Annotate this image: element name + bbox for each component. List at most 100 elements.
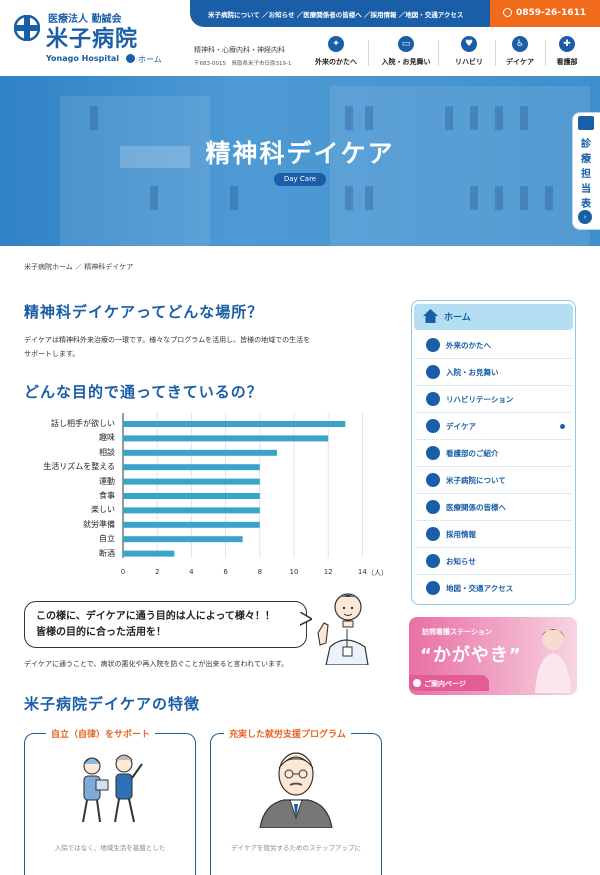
sidebar-item-outpatient[interactable]: 外来のかたへ: [416, 332, 571, 359]
site-header: 医療法人 勤誠会 米子病院 Yonago Hospital ホーム 米子病院につ…: [0, 0, 600, 76]
sidebar-item-label: 米子病院について: [446, 476, 506, 485]
feature-text: デイケアを就労するためのステップアップに: [231, 844, 361, 852]
nav-label: 看護部: [556, 58, 578, 66]
departments-text: 精神科・心療内科・神経内科: [194, 46, 285, 54]
chevron-right-icon: [413, 679, 421, 687]
sidebar-item-inpatient[interactable]: 入院・お見舞い: [416, 359, 571, 386]
nav-daycare[interactable]: ♿ デイケア: [492, 36, 548, 70]
sidebar-item-news[interactable]: お知らせ: [416, 548, 571, 575]
chart-category-label: 断酒: [99, 548, 115, 558]
nav-label: 外来のかたへ: [315, 58, 357, 66]
sidebar-item-label: お知らせ: [446, 557, 476, 566]
building-photo: [330, 86, 590, 246]
utility-links[interactable]: 米子病院について ／お知らせ ／医療関係者の皆様へ ／採用情報 ／地図・交通アク…: [208, 11, 464, 19]
banner-guide-button[interactable]: [409, 675, 489, 691]
sidebar-item-recruit[interactable]: 採用情報: [416, 521, 571, 548]
nav-inpatient[interactable]: ▭ 入院・お見舞い: [378, 36, 434, 70]
walking-seniors-illustration: [82, 754, 143, 823]
chart-tick-label: 14: [357, 568, 367, 576]
chart-bar: [123, 493, 260, 499]
chart-tick-label: 10: [289, 568, 299, 576]
utility-bar: [190, 0, 490, 27]
chart-tick-label: 6: [223, 568, 228, 576]
bubble-text-line1: この様に、デイケアに通う目的は人によって様々！！: [36, 611, 275, 622]
banner-title: “かがやき”: [420, 645, 522, 666]
window: [90, 106, 98, 130]
nav-divider: [368, 40, 369, 66]
logo-title[interactable]: 米子病院: [46, 27, 139, 52]
hospital-icon: [426, 473, 440, 487]
hands-heart-icon: ♥: [461, 36, 477, 52]
home-icon[interactable]: [126, 54, 135, 63]
sidebar-item-label: デイケア: [446, 422, 476, 431]
window: [345, 106, 353, 130]
page-subtitle-badge: Day Care: [274, 173, 326, 186]
sidebar-item-label: 地図・交通アクセス: [446, 584, 514, 593]
seated-person-icon: ♿: [512, 36, 528, 52]
chart-bar: [123, 435, 329, 442]
window: [365, 106, 373, 130]
chart-tick-label: 2: [154, 568, 160, 576]
sidebar-item-nursing[interactable]: 看護部のご紹介: [416, 440, 571, 467]
hero-banner: [0, 76, 600, 246]
map-pin-icon: [426, 581, 440, 595]
chart-category-label: 自立: [99, 534, 115, 544]
staff-illustration: [317, 593, 369, 665]
info-icon: [426, 554, 440, 568]
active-indicator: [560, 424, 565, 429]
sidebar-item-label: リハビリテーション: [446, 395, 514, 404]
nav-divider: [545, 40, 546, 66]
sidebar-item-about[interactable]: 米子病院について: [416, 467, 571, 494]
nav-outpatient[interactable]: ✦ 外来のかたへ: [308, 36, 364, 70]
chart-category-label: 話し相手が欲しい: [51, 419, 115, 428]
sidebar-item-label: 外来のかたへ: [446, 341, 491, 350]
intro-heading: 精神科デイケアってどんな場所？: [24, 303, 264, 321]
window: [230, 186, 238, 210]
sidebar-item-label: 看護部のご紹介: [446, 449, 499, 458]
doctor-icon: [426, 500, 440, 514]
banner-small-text: 訪問看護ステーション: [422, 628, 492, 636]
window: [365, 186, 373, 210]
chart-tick-label: 8: [257, 568, 263, 576]
walking-person-icon: ✦: [328, 36, 344, 52]
chart-bar: [123, 507, 260, 514]
feature-title: 自立（自律）をサポート: [46, 727, 156, 740]
sidebar-item-rehab[interactable]: リハビリテーション: [416, 386, 571, 413]
window: [445, 106, 453, 130]
intro-text-line1: デイケアは精神科外来治療の一環です。様々なプログラムを活用し、皆様の地域での生活…: [24, 336, 311, 344]
chart-category-label: 就労準備: [83, 519, 115, 529]
nav-label: リハビリ: [455, 58, 483, 66]
nurse-icon: [426, 446, 440, 460]
sidebar-item-home[interactable]: [414, 304, 573, 330]
window: [495, 186, 503, 210]
page-title: 精神科デイケア: [205, 139, 395, 168]
seated-person-icon: [426, 419, 440, 433]
chart-bar: [123, 550, 175, 557]
logo-english: Yonago Hospital: [46, 54, 120, 63]
speech-bubble: [24, 601, 307, 648]
side-tab-label[interactable]: 診療担当表: [581, 139, 591, 210]
hospital-cross-logo-icon[interactable]: [14, 15, 40, 41]
breadcrumb-home[interactable]: 米子病院ホーム: [24, 263, 73, 271]
sidebar-home-label[interactable]: ホーム: [444, 313, 471, 323]
chart-category-label: 楽しい: [91, 505, 115, 515]
nurse-photo: [535, 628, 571, 693]
sidebar-item-daycare[interactable]: デイケア: [416, 413, 571, 440]
chevron-right-icon: ›: [578, 210, 592, 224]
people-icon: [426, 527, 440, 541]
phone-number[interactable]: 0859-26-1611: [516, 8, 587, 18]
window: [470, 186, 478, 210]
breadcrumb-current: 精神科デイケア: [84, 263, 134, 271]
nurse-icon: ✚: [559, 36, 575, 52]
purpose-bar-chart: [122, 413, 363, 558]
home-link[interactable]: ホーム: [138, 55, 162, 64]
nav-rehab[interactable]: ♥ リハビリ: [441, 36, 497, 70]
nav-nursing[interactable]: ✚ 看護部: [539, 36, 595, 70]
banner-button-label[interactable]: ご案内ページ: [424, 680, 466, 688]
feature-card-independence: [24, 733, 196, 875]
sidebar-item-medical-staff[interactable]: 医療関係の皆様へ: [416, 494, 571, 521]
window: [545, 186, 553, 210]
features-heading: 米子病院デイケアの特徴: [24, 695, 201, 713]
sidebar-item-access[interactable]: 地図・交通アクセス: [416, 575, 571, 602]
feature-title: 充実した就労支援プログラム: [224, 727, 351, 740]
